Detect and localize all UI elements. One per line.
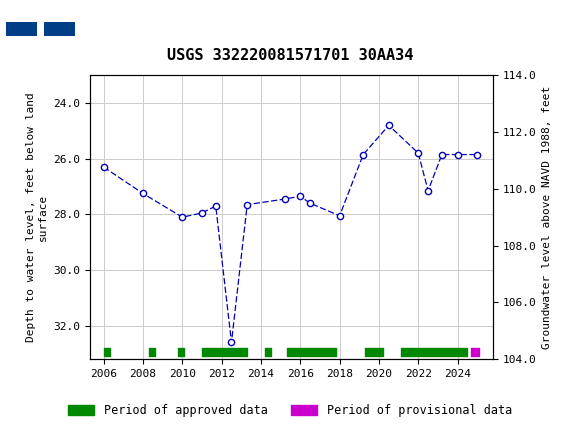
Y-axis label: Depth to water level, feet below land
surface: Depth to water level, feet below land su… [26,92,48,342]
FancyBboxPatch shape [44,22,75,36]
Y-axis label: Groundwater level above NAVD 1988, feet: Groundwater level above NAVD 1988, feet [542,86,552,349]
Text: USGS 332220081571701 30AA34: USGS 332220081571701 30AA34 [167,49,413,63]
FancyBboxPatch shape [6,4,75,36]
Legend: Period of approved data, Period of provisional data: Period of approved data, Period of provi… [63,399,517,422]
Text: USGS: USGS [81,12,128,28]
FancyBboxPatch shape [6,22,37,36]
